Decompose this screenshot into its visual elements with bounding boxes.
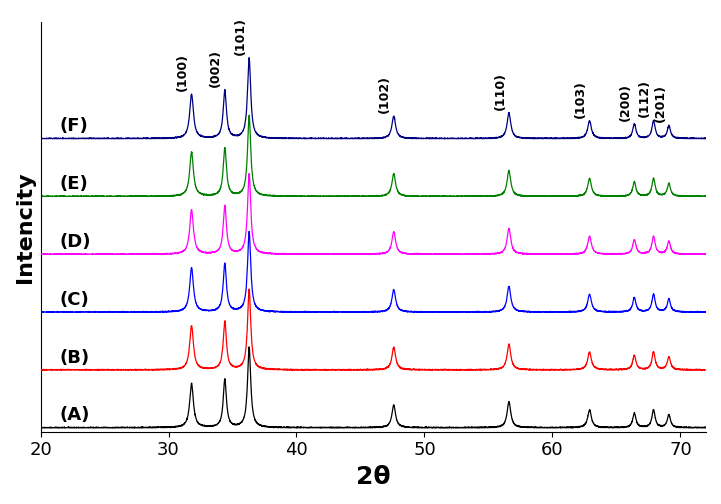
- Text: (112): (112): [638, 79, 651, 117]
- Text: (A): (A): [60, 407, 90, 424]
- Y-axis label: Intencity: Intencity: [15, 171, 35, 283]
- Text: (103): (103): [574, 80, 587, 117]
- X-axis label: 2θ: 2θ: [356, 465, 391, 489]
- Text: (C): (C): [60, 291, 89, 309]
- Text: (B): (B): [60, 349, 90, 367]
- Text: (101): (101): [234, 17, 247, 55]
- Text: (F): (F): [60, 117, 89, 136]
- Text: (002): (002): [209, 48, 222, 87]
- Text: (E): (E): [60, 175, 89, 193]
- Text: (200): (200): [619, 83, 632, 120]
- Text: (110): (110): [493, 72, 506, 110]
- Text: (201): (201): [653, 84, 666, 122]
- Text: (102): (102): [379, 75, 392, 113]
- Text: (100): (100): [176, 53, 189, 91]
- Text: (D): (D): [60, 233, 92, 251]
